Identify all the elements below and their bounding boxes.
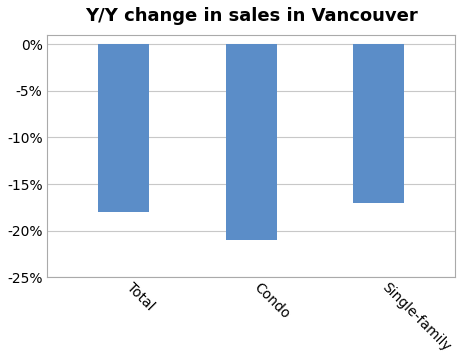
Bar (226, 44, 277, 240)
Bar (353, 44, 404, 203)
Bar (98, 44, 149, 212)
Title: Y/Y change in sales in Vancouver: Y/Y change in sales in Vancouver (85, 7, 417, 25)
